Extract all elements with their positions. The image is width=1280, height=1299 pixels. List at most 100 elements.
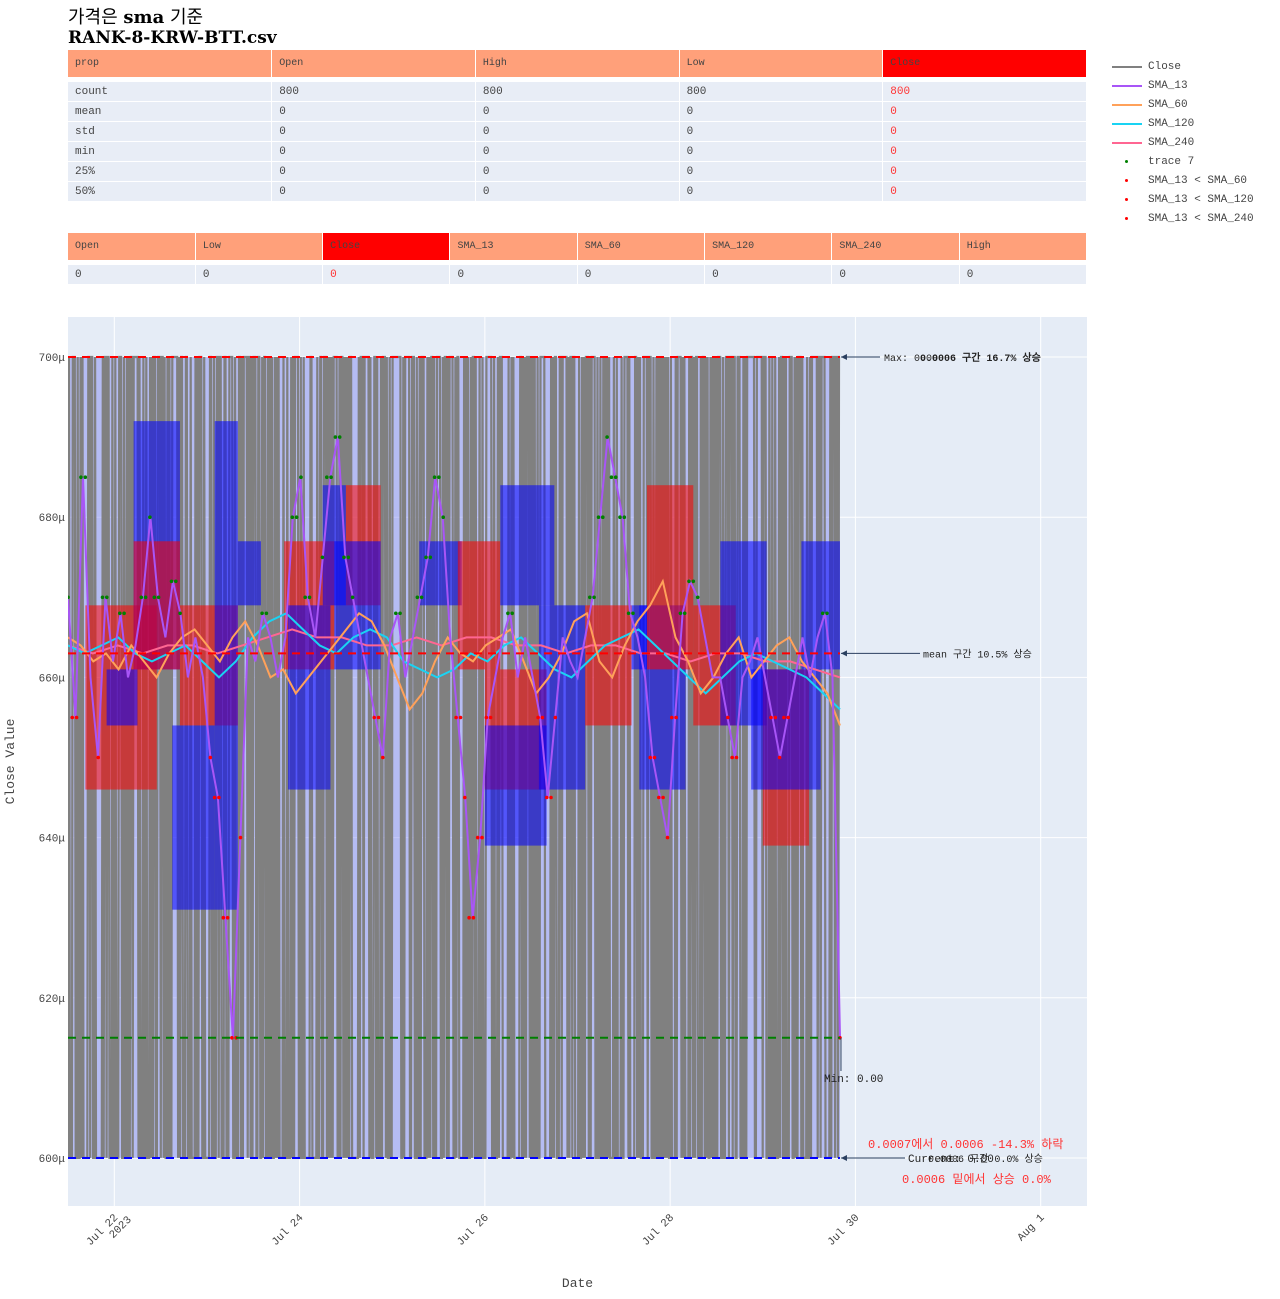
legend-item[interactable]: SMA_120: [1112, 114, 1254, 133]
legend-item[interactable]: SMA_240: [1112, 133, 1254, 152]
stats-row: 50% 0 0 0 0: [68, 181, 1087, 201]
legend-label: SMA_120: [1148, 117, 1195, 130]
signal-marker: [264, 611, 269, 616]
legend-label: trace 7: [1148, 155, 1195, 168]
signal-marker: [152, 595, 157, 600]
min-label: Min: 0.00: [824, 1074, 883, 1086]
table-cell: 0: [271, 181, 476, 201]
signal-marker: [549, 795, 553, 800]
signal-marker: [350, 595, 355, 600]
column-header: SMA_60: [577, 233, 706, 260]
legend-label: SMA_13: [1148, 79, 1188, 92]
signal-marker: [381, 755, 385, 760]
signal-marker: [372, 715, 377, 720]
signal-marker: [346, 555, 351, 560]
legend-swatch: [1112, 137, 1142, 149]
column-header: SMA_240: [831, 233, 960, 260]
signal-marker: [691, 579, 696, 584]
legend-item[interactable]: SMA_13 < SMA_240: [1112, 209, 1254, 228]
signal-marker: [618, 515, 622, 519]
legend-label: Close: [1148, 60, 1182, 73]
max-arrow-head: [840, 354, 847, 361]
signal-marker: [777, 755, 782, 760]
signal-marker: [510, 611, 514, 616]
x-tick-label: Jul 30: [826, 1212, 862, 1248]
x-tick-label: Jul 28: [640, 1212, 676, 1248]
signal-marker: [773, 715, 778, 720]
signal-marker: [307, 595, 312, 600]
table-cell: 800: [882, 81, 1087, 102]
legend-item[interactable]: trace 7: [1112, 152, 1254, 171]
signal-marker: [217, 795, 221, 800]
signal-marker: [428, 555, 433, 560]
signal-marker: [480, 835, 484, 840]
column-header: SMA_120: [704, 233, 833, 260]
table-cell: 800: [679, 81, 884, 102]
column-header: Open: [68, 233, 196, 260]
x-tick-text: Jul 26: [455, 1212, 491, 1248]
signal-marker: [652, 755, 657, 760]
table-cell: 0: [322, 264, 451, 284]
stats-row: std 0 0 0 0: [68, 121, 1087, 142]
legend-item[interactable]: SMA_13 < SMA_120: [1112, 190, 1254, 209]
y-tick-label: 660μ: [39, 673, 66, 685]
column-header: Low: [679, 50, 884, 77]
signal-box: [419, 541, 462, 606]
x-tick-text: Jul 24: [270, 1212, 307, 1249]
signal-marker: [432, 475, 437, 480]
legend-item[interactable]: SMA_60: [1112, 95, 1254, 114]
signal-marker: [454, 715, 458, 720]
signal-marker: [208, 755, 213, 760]
signal-marker: [118, 611, 122, 616]
signal-marker: [682, 611, 687, 616]
signal-marker: [622, 515, 627, 519]
table-cell: 0: [475, 101, 680, 122]
legend-swatch: [1112, 194, 1142, 206]
signal-marker: [303, 595, 308, 600]
signal-marker: [70, 715, 75, 720]
legend-label: SMA_240: [1148, 136, 1195, 149]
stats-row: count 800 800 800 800: [68, 81, 1087, 102]
signal-marker: [782, 715, 786, 720]
signal-marker: [786, 715, 790, 720]
signal-marker: [174, 579, 178, 584]
signal-marker: [178, 611, 182, 616]
table-cell: 0: [882, 101, 1087, 122]
title-prefix: 가격은: [68, 7, 124, 28]
signal-marker: [506, 611, 510, 616]
signal-box: [646, 485, 694, 670]
table-cell: 0: [449, 264, 578, 284]
signal-marker: [156, 595, 161, 600]
plot-data: [68, 355, 842, 1160]
legend-item[interactable]: Close: [1112, 57, 1254, 76]
legend-label: SMA_13 < SMA_60: [1148, 174, 1248, 187]
signal-marker: [458, 715, 463, 720]
y-axis-title: Close Value: [3, 719, 18, 805]
table-cell: 0: [831, 264, 960, 284]
signal-marker: [674, 715, 678, 720]
signal-marker: [299, 475, 303, 480]
legend-label: SMA_13 < SMA_120: [1148, 193, 1254, 206]
table-cell: 0: [475, 181, 680, 201]
signal-marker: [601, 515, 605, 519]
signal-marker: [488, 715, 493, 720]
table-cell: min: [68, 141, 273, 162]
signal-box: [484, 725, 547, 846]
table-cell: count: [68, 81, 273, 102]
table-cell: 0: [271, 141, 476, 162]
signal-marker: [626, 611, 631, 616]
legend-item[interactable]: SMA_13: [1112, 76, 1254, 95]
table-cell: 0: [679, 121, 884, 142]
legend-item[interactable]: SMA_13 < SMA_60: [1112, 171, 1254, 190]
table-cell: 0: [882, 141, 1087, 162]
signal-marker: [592, 595, 596, 600]
signal-marker: [342, 555, 346, 560]
signal-marker: [337, 435, 342, 439]
stats-row: 25% 0 0 0 0: [68, 161, 1087, 182]
table-cell: 0: [882, 181, 1087, 201]
sma-60-series: [68, 578, 841, 726]
signal-marker: [463, 795, 467, 800]
